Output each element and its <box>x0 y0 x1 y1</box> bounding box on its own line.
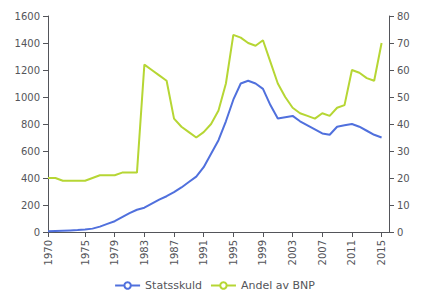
svg-text:Statsskuld: Statsskuld <box>145 279 202 292</box>
svg-text:1600: 1600 <box>15 11 40 22</box>
svg-text:1999: 1999 <box>257 240 268 265</box>
svg-text:200: 200 <box>21 200 40 211</box>
svg-text:1400: 1400 <box>15 38 40 49</box>
svg-text:50: 50 <box>397 92 410 103</box>
svg-text:1995: 1995 <box>228 240 239 265</box>
svg-text:800: 800 <box>21 119 40 130</box>
svg-text:1975: 1975 <box>80 240 91 265</box>
svg-text:0: 0 <box>34 227 40 238</box>
svg-text:2003: 2003 <box>287 240 298 265</box>
svg-text:1991: 1991 <box>198 240 209 265</box>
svg-text:70: 70 <box>397 38 410 49</box>
svg-text:10: 10 <box>397 200 410 211</box>
svg-text:2011: 2011 <box>346 240 357 265</box>
svg-text:1970: 1970 <box>43 240 54 265</box>
svg-text:1200: 1200 <box>15 65 40 76</box>
svg-text:1000: 1000 <box>15 92 40 103</box>
svg-text:2015: 2015 <box>376 240 387 265</box>
svg-text:600: 600 <box>21 146 40 157</box>
svg-text:1983: 1983 <box>139 240 150 265</box>
svg-text:2007: 2007 <box>317 240 328 265</box>
svg-text:1979: 1979 <box>109 240 120 265</box>
svg-text:60: 60 <box>397 65 410 76</box>
svg-text:0: 0 <box>397 227 403 238</box>
svg-text:40: 40 <box>397 119 410 130</box>
svg-text:30: 30 <box>397 146 410 157</box>
svg-text:Andel av BNP: Andel av BNP <box>241 279 315 292</box>
svg-text:400: 400 <box>21 173 40 184</box>
svg-text:80: 80 <box>397 11 410 22</box>
svg-text:1987: 1987 <box>169 240 180 265</box>
svg-text:20: 20 <box>397 173 410 184</box>
